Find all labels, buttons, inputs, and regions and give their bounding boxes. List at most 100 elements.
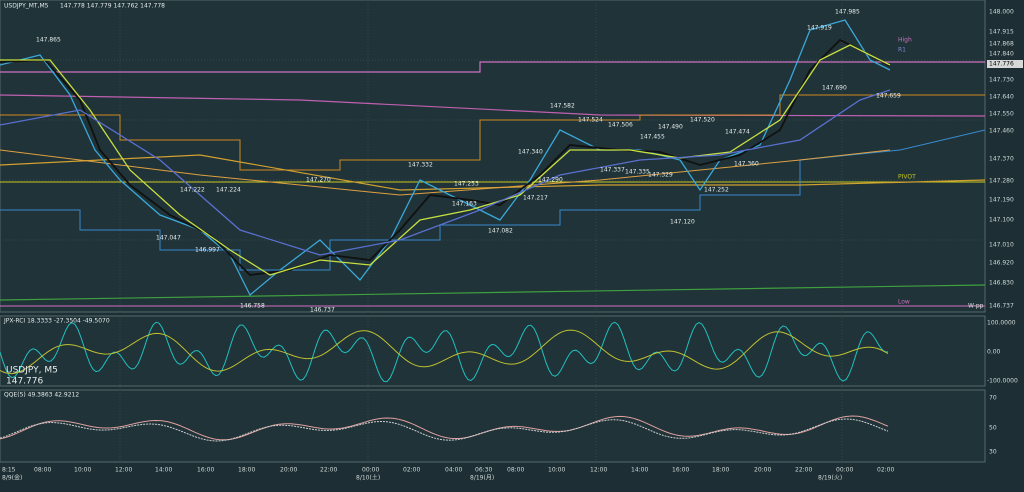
price-label: 147.919 xyxy=(807,25,832,32)
rci-panel xyxy=(0,315,986,387)
qqe-axis-label: 30 xyxy=(989,449,997,456)
price-axis-label: 147.840 xyxy=(989,51,1014,58)
price-label: 147.865 xyxy=(36,37,61,44)
main-panel xyxy=(0,0,986,313)
price-label: 146.758 xyxy=(240,303,265,310)
price-axis-label: 147.776 xyxy=(989,61,1014,68)
price-highlight xyxy=(987,60,1023,68)
price-label: 147.329 xyxy=(648,172,673,179)
price-axis-label: 147.370 xyxy=(989,156,1014,163)
price-label: 147.659 xyxy=(876,93,901,100)
price-axis-label: 147.460 xyxy=(989,128,1014,135)
price-lines xyxy=(0,19,891,297)
price-label: 147.290 xyxy=(538,177,563,184)
level-label: W-pp xyxy=(968,303,984,310)
time-label: 18:00 xyxy=(238,467,255,474)
time-label: 12:00 xyxy=(115,467,132,474)
price-axis-label: 147.640 xyxy=(989,94,1014,101)
date-label: 8/9(金) xyxy=(2,474,22,482)
time-label: 04:00 xyxy=(445,467,462,474)
time-label: 00:00 xyxy=(362,467,379,474)
time-label: 18:00 xyxy=(712,467,729,474)
price-label: 147.335 xyxy=(625,169,650,176)
price-axis-label: 147.190 xyxy=(989,197,1014,204)
qqe-panel xyxy=(0,389,986,463)
price-label: 146.997 xyxy=(195,247,220,254)
time-label: 10:00 xyxy=(548,467,565,474)
rci-symbol: USDJPY, M5 xyxy=(6,366,58,376)
time-label: 12:00 xyxy=(590,467,607,474)
rci-axis-label: 100.0000 xyxy=(987,320,1016,327)
time-label: 20:00 xyxy=(754,467,771,474)
price-label: 147.985 xyxy=(835,9,860,16)
price-label: 147.217 xyxy=(523,195,548,202)
price-axis-label: 146.920 xyxy=(989,260,1014,267)
price-label: 147.340 xyxy=(518,149,543,156)
price-axis-label: 146.737 xyxy=(989,303,1014,310)
rci-price: 147.776 xyxy=(6,377,43,387)
level-label: R1 xyxy=(898,47,906,54)
qqe-line xyxy=(0,415,889,441)
rci-title: JPX-RCI 18.3333 -27.3504 -49.5070 xyxy=(3,318,110,325)
price-axis-label: 147.280 xyxy=(989,178,1014,185)
price-label: 147.520 xyxy=(690,117,715,124)
price-label: 147.120 xyxy=(670,219,695,226)
price-axis-label: 147.550 xyxy=(989,111,1014,118)
time-label: 00:00 xyxy=(836,467,853,474)
time-label: 08:00 xyxy=(507,467,524,474)
price-label: 147.690 xyxy=(822,85,847,92)
time-label: 06:30 xyxy=(475,467,492,474)
qqe-axis-label: 50 xyxy=(989,425,997,432)
price-axis-label: 147.730 xyxy=(989,77,1014,84)
time-label: 08:00 xyxy=(34,467,51,474)
time-label: 16:00 xyxy=(197,467,214,474)
time-label: 14:00 xyxy=(155,467,172,474)
rci-line xyxy=(0,321,888,383)
price-axis-label: 147.010 xyxy=(989,242,1014,249)
price-label: 147.082 xyxy=(488,228,513,235)
time-label: 22:00 xyxy=(795,467,812,474)
qqe-title: QQE(5) 49.3863 42.9212 xyxy=(4,392,79,399)
price-label: 147.224 xyxy=(216,187,241,194)
price-label: 147.360 xyxy=(734,161,759,168)
level-label: High xyxy=(898,37,912,44)
price-label: 147.582 xyxy=(550,103,575,110)
price-axis-label: 146.830 xyxy=(989,280,1014,287)
time-label: 10:00 xyxy=(74,467,91,474)
price-axis-label: 147.868 xyxy=(989,41,1014,48)
price-label: 147.270 xyxy=(306,177,331,184)
qqe-axis-label: 70 xyxy=(989,395,997,402)
level-label: PIVOT xyxy=(898,174,916,181)
date-label: 8/19(月) xyxy=(470,475,494,482)
price-label: 147.332 xyxy=(408,162,433,169)
price-label: 147.524 xyxy=(578,117,603,124)
price-label: 147.253 xyxy=(454,181,479,188)
price-label: 147.474 xyxy=(725,129,750,136)
rci-axis-label: -100.0000 xyxy=(987,378,1018,385)
price-label: 147.047 xyxy=(156,235,181,242)
qqe-line xyxy=(0,418,889,442)
price-label: 147.252 xyxy=(704,187,729,194)
price-label: 147.337 xyxy=(600,167,625,174)
rci-axis-label: 0.00 xyxy=(987,349,1001,356)
price-label: 147.222 xyxy=(180,187,205,194)
level-label: Low xyxy=(898,299,910,306)
price-label: 147.163 xyxy=(452,201,477,208)
date-label: 8/19(火) xyxy=(818,475,842,482)
price-label: 147.490 xyxy=(658,124,683,131)
price-axis-label: 147.100 xyxy=(989,217,1014,224)
price-axis-label: 148.000 xyxy=(989,9,1014,16)
ohlc: 147.778 147.779 147.762 147.778 xyxy=(60,3,165,10)
symbol: USDJPY_MT,M5 xyxy=(4,3,49,10)
time-label: 14:00 xyxy=(631,467,648,474)
price-axis-label: 147.915 xyxy=(989,29,1014,36)
price-label: 146.737 xyxy=(310,307,335,314)
price-label: 147.506 xyxy=(608,122,633,129)
time-label: 22:00 xyxy=(320,467,337,474)
time-label: 20:00 xyxy=(280,467,297,474)
time-label: 02:00 xyxy=(403,467,420,474)
time-label: 02:00 xyxy=(877,467,894,474)
rci-line xyxy=(0,329,889,375)
levels xyxy=(0,61,986,307)
